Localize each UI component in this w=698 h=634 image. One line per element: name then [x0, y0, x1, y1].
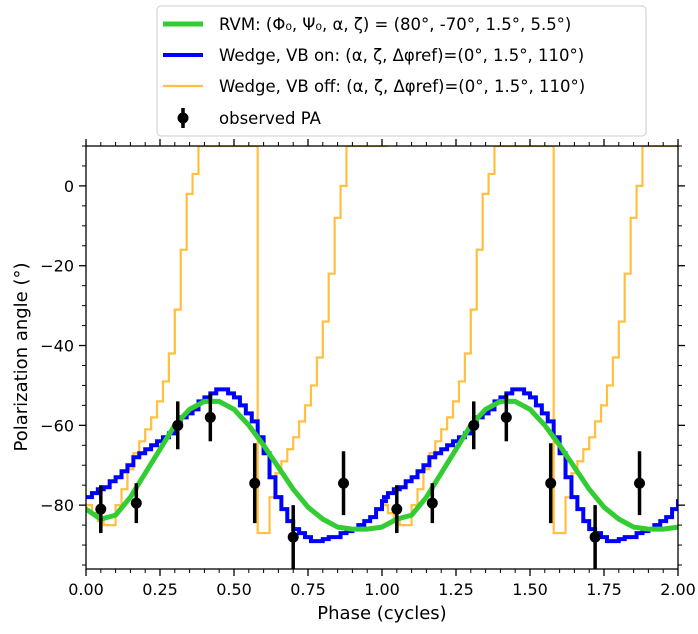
- y-axis-label: Polarization angle (°): [11, 262, 32, 451]
- legend-label: RVM: (Φ₀, Ψ₀, α, ζ) = (80°, -70°, 1.5°, …: [219, 15, 571, 34]
- axes: 0.00 0.25 0.50 0.75 1.00 1.25 1.50 1.75 2.00 −80 −…: [40, 139, 696, 599]
- x-tick-label: 0.00: [68, 580, 104, 599]
- observed-point: [95, 503, 107, 515]
- observed-point: [338, 477, 350, 489]
- x-tick-label: 1.75: [586, 580, 622, 599]
- observed-point: [545, 477, 557, 489]
- y-tick-label: −80: [40, 496, 74, 515]
- series-line-wedge-vb-off: [86, 146, 388, 535]
- series-line-rvm: [86, 398, 678, 532]
- observed-point: [204, 411, 216, 423]
- x-tick-label: 0.25: [142, 580, 178, 599]
- x-tick-label: 2.00: [660, 580, 696, 599]
- x-tick-label: 1.25: [438, 580, 474, 599]
- series-line-wedge-vb-on: [86, 387, 388, 544]
- legend: RVM: (Φ₀, Ψ₀, α, ζ) = (80°, -70°, 1.5°, …: [156, 5, 647, 137]
- observed-point: [589, 531, 601, 543]
- observed-point: [634, 477, 646, 489]
- observed-point: [287, 531, 299, 543]
- series-line-wedge-vb-on: [382, 387, 678, 544]
- observed-point: [172, 419, 184, 431]
- x-tick-label: 1.50: [512, 580, 548, 599]
- x-tick-label: 0.50: [216, 580, 252, 599]
- x-axis-label: Phase (cycles): [317, 603, 446, 624]
- x-tick-label: 1.00: [364, 580, 400, 599]
- y-tick-label: −60: [40, 416, 74, 435]
- legend-label: Wedge, VB off: (α, ζ, Δφref)=(0°, 1.5°, …: [219, 77, 585, 96]
- legend-box: [156, 5, 647, 137]
- observed-point: [500, 411, 512, 423]
- y-tick-label: 0: [64, 177, 74, 196]
- legend-swatch-marker: [177, 112, 189, 124]
- observed-point: [391, 503, 403, 515]
- observed-point: [426, 497, 438, 509]
- observed-point: [130, 497, 142, 509]
- legend-label: Wedge, VB on: (α, ζ, Δφref)=(0°, 1.5°, 1…: [219, 46, 584, 65]
- observed-point: [468, 419, 480, 431]
- observed-point: [249, 477, 261, 489]
- series-line-wedge-vb-off: [382, 146, 678, 535]
- plot-area: [86, 146, 678, 569]
- y-tick-label: −40: [40, 337, 74, 356]
- legend-label: observed PA: [219, 109, 322, 128]
- y-tick-label: −20: [40, 257, 74, 276]
- x-tick-label: 0.75: [290, 580, 326, 599]
